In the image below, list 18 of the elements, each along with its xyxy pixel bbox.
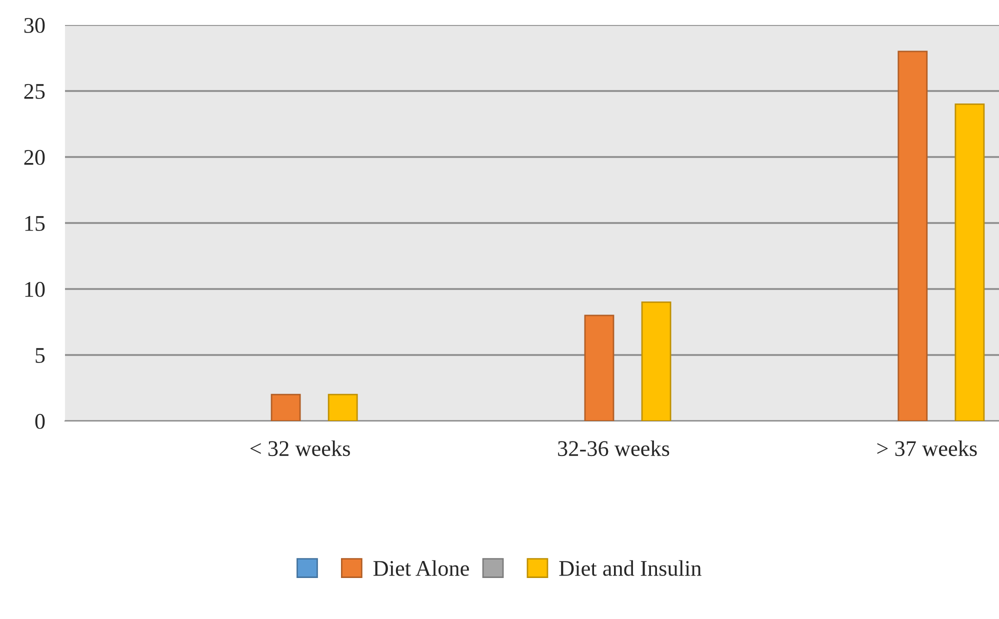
x-tick-label: 32-36 weeks <box>558 440 670 456</box>
y-tick-label: 25 <box>24 84 45 99</box>
bar <box>641 302 672 421</box>
y-tick-label: 20 <box>24 150 45 165</box>
bar <box>954 104 985 421</box>
y-tick-label: 15 <box>25 216 45 231</box>
legend-label: Diet and Insulin <box>559 560 702 576</box>
x-tick-label: > 37 weeks <box>877 440 977 456</box>
y-tick-label: 5 <box>36 348 45 363</box>
y-tick-label: 30 <box>24 18 45 33</box>
y-tick-label: 0 <box>35 414 45 429</box>
bar <box>270 394 301 421</box>
bar <box>584 314 614 421</box>
bar <box>328 394 358 421</box>
bar <box>898 50 928 421</box>
y-tick-label: 10 <box>25 282 45 297</box>
x-tick-label: < 32 weeks <box>250 440 350 456</box>
legend-label: Diet Alone <box>373 560 469 576</box>
